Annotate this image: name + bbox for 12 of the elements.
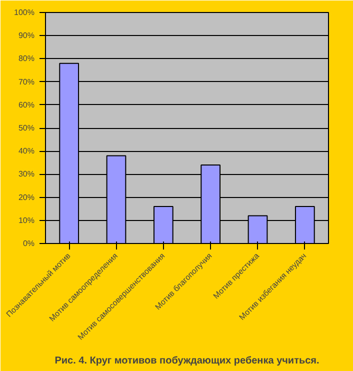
y-tick-label: 80% — [18, 54, 35, 64]
y-tick-label: 60% — [18, 100, 35, 110]
y-tick-label: 100% — [14, 8, 35, 17]
y-tick-label: 10% — [18, 216, 35, 225]
y-tick-label: 0% — [22, 239, 34, 248]
y-tick-label: 30% — [18, 170, 35, 179]
y-tick-label: 70% — [18, 77, 35, 86]
y-tick-label: 20% — [18, 192, 35, 202]
y-tick-label: 40% — [18, 146, 35, 156]
y-tick-label: 50% — [18, 124, 35, 132]
text: Рис. 4. Круг мотивов побуждающих ребенка учиться. — [54, 356, 320, 366]
y-tick-label: 90% — [18, 31, 35, 40]
